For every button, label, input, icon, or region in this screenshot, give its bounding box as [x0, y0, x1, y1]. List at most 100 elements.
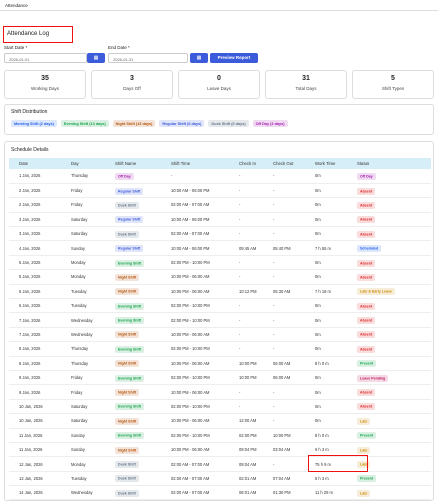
cell: 8 Jan, 2026: [9, 356, 61, 371]
table-row: 14 Jan, 2026 Wednesday Dusk Shift 02:00 AM …: [9, 485, 431, 501]
table-row: 6 Jan, 2026 Tuesday Evening Shift 02:00 PM …: [9, 298, 431, 314]
cell: 0m: [305, 384, 347, 400]
stat-card: 0 Leave Days: [178, 70, 260, 99]
cell: 06:00 AM: [263, 370, 305, 386]
table-row: 7 Jan, 2026 Wednesday Evening Shift 02:00 P…: [9, 312, 431, 328]
cell: 02:00 PM - 10:00 PM: [161, 255, 229, 271]
cell: Night Shift: [105, 442, 161, 458]
cell: 10:00 PM: [229, 370, 263, 386]
start-input[interactable]: 2026-01-01: [4, 53, 87, 63]
cell: Saturday: [61, 212, 105, 228]
cell: Dusk Shift: [105, 471, 161, 487]
cell: -: [263, 197, 305, 213]
shift-badge: Evening Shift: [115, 403, 144, 411]
stat-label: Total Days: [295, 86, 317, 91]
cell: 10:00 PM - 06:00 AM: [161, 327, 229, 343]
cell: Night Shift: [105, 327, 161, 343]
cell: Friday: [61, 197, 105, 213]
cell: Present: [347, 428, 431, 443]
cell: 10 Jan, 2026: [9, 399, 61, 415]
calendar-button[interactable]: ▦: [87, 53, 105, 63]
cell: Friday: [61, 384, 105, 400]
cell: 75 h 9 m: [305, 456, 347, 472]
chips: Morning Shift (2 days) Evening Shift (13 …: [11, 120, 427, 127]
cell: 10:00 PM - 06:00 AM: [161, 413, 229, 429]
shift-badge: Night Shift: [115, 331, 140, 339]
shift-badge: Night Shift: [115, 360, 140, 368]
shift-badge: Evening Shift: [115, 374, 144, 382]
cell: Absent: [347, 341, 431, 357]
status-badge: Absent: [357, 389, 376, 397]
table-row: 12 Jan, 2026 Monday Dusk Shift 02:00 AM - 0…: [9, 456, 431, 472]
section-title: Shift Distribution: [11, 109, 48, 115]
cell: -: [263, 169, 305, 184]
cell: 03:04 AM: [263, 442, 305, 458]
status-badge: Leave Pending: [357, 374, 389, 382]
cell: 2 Jan, 2026: [9, 197, 61, 213]
cell: 0m: [305, 341, 347, 357]
cell: Absent: [347, 312, 431, 328]
page-title: Attendance Log: [3, 26, 73, 43]
end-input[interactable]: 2026-01-31: [108, 53, 188, 63]
cell: 02:00 AM - 07:00 AM: [161, 471, 229, 487]
table-row: 7 Jan, 2026 Wednesday Night Shift 10:00 PM …: [9, 327, 431, 343]
cell: -: [229, 399, 263, 415]
status-badge: Present: [357, 360, 377, 368]
cell: -: [229, 226, 263, 242]
start-label: Start Date *: [4, 45, 28, 50]
stat-card: 5 Shift Types: [352, 70, 434, 99]
column-header: Work Time: [305, 158, 347, 169]
shift-chip: Off Day (3 days): [252, 120, 288, 127]
column-header: Check In: [229, 158, 263, 169]
cell: Saturday: [61, 413, 105, 429]
status-badge: Late: [357, 461, 371, 468]
shift-distribution: Shift Distribution Morning Shift (2 days…: [4, 104, 434, 135]
cell: Sunday: [61, 240, 105, 256]
cell: Tuesday: [61, 284, 105, 300]
cell: -: [263, 327, 305, 343]
column-header: Day: [61, 158, 105, 169]
cell: 3 Jan, 2026: [9, 212, 61, 228]
table-row: 11 Jan, 2026 Sunday Night Shift 10:00 PM - …: [9, 442, 431, 458]
cell: 9 Jan, 2026: [9, 384, 61, 400]
cell: Dusk Shift: [105, 197, 161, 213]
cell: 06:00 AM: [263, 356, 305, 371]
table-row: 1 Jan, 2026 Thursday Off Day - - -0m Off Day: [9, 169, 431, 184]
cell: 12:00 AM: [229, 413, 263, 429]
status-badge: Absent: [357, 230, 376, 238]
calendar-button[interactable]: ▦: [190, 53, 208, 63]
table-row: 5 Jan, 2026 Monday Night Shift 10:00 PM - 0…: [9, 269, 431, 285]
cell: -: [229, 312, 263, 328]
cell: Regular Shift: [105, 212, 161, 228]
shift-badge: Night Shift: [115, 273, 140, 281]
cell: 13 Jan, 2026: [9, 471, 61, 487]
cell: 5 Jan, 2026: [9, 269, 61, 285]
schedule-table: Date Day Shift Name Shift Time Check In Check…: [9, 158, 431, 501]
cell: 09:45 AM: [229, 240, 263, 256]
cell: -: [263, 226, 305, 242]
shift-badge: Dusk Shift: [115, 201, 139, 209]
cell: Late: [347, 456, 431, 472]
preview-button[interactable]: Preview Report: [210, 53, 258, 63]
cell: Night Shift: [105, 384, 161, 400]
cell: -: [161, 169, 229, 184]
cell: 0m: [305, 312, 347, 328]
status-badge: Absent: [357, 345, 376, 353]
cell: Night Shift: [105, 269, 161, 285]
cell: Thursday: [61, 169, 105, 184]
cell: 10:00 AM - 06:00 PM: [161, 240, 229, 256]
table-row: 10 Jan, 2026 Saturday Evening Shift 02:00 P…: [9, 399, 431, 415]
cell: Wednesday: [61, 312, 105, 328]
shift-chip: Regular Shift (6 days): [159, 120, 205, 127]
stat-card: 35 Working Days: [4, 70, 86, 99]
status-badge: Late & Early Leave: [357, 288, 395, 296]
status-badge: Off Day: [357, 172, 376, 180]
table-row: 6 Jan, 2026 Tuesday Night Shift 10:00 PM - …: [9, 284, 431, 300]
shift-badge: Evening Shift: [115, 302, 144, 310]
cell: Sunday: [61, 442, 105, 458]
cell: -: [263, 341, 305, 357]
cell: Night Shift: [105, 413, 161, 429]
table-row: 3 Jan, 2026 Saturday Regular Shift 10:00 AM…: [9, 212, 431, 228]
shift-badge: Dusk Shift: [115, 461, 139, 468]
status-badge: Present: [357, 475, 377, 483]
